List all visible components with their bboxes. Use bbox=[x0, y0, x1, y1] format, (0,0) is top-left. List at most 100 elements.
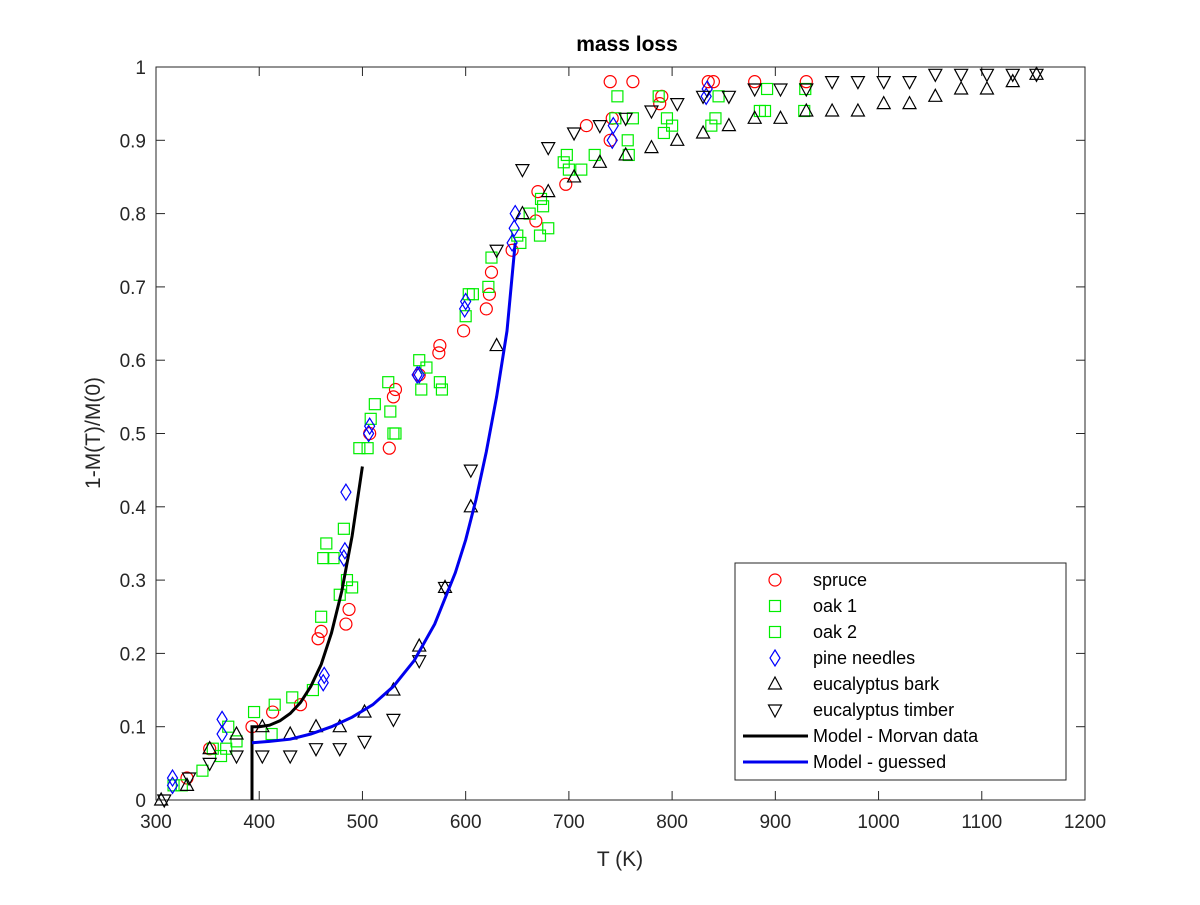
legend-label: oak 1 bbox=[813, 596, 857, 616]
data-point bbox=[220, 742, 233, 755]
legend-label: oak 2 bbox=[813, 622, 857, 642]
data-point bbox=[657, 126, 670, 140]
data-point bbox=[384, 405, 397, 418]
data-point bbox=[655, 89, 669, 103]
data-point bbox=[529, 214, 543, 228]
y-tick-label: 0.9 bbox=[120, 131, 146, 152]
data-point bbox=[721, 90, 737, 105]
data-point bbox=[1005, 68, 1021, 83]
data-point bbox=[179, 777, 195, 791]
data-point bbox=[433, 338, 447, 353]
data-point bbox=[420, 361, 433, 374]
data-point bbox=[607, 116, 619, 135]
data-point bbox=[247, 705, 261, 719]
data-point bbox=[411, 655, 427, 669]
data-point bbox=[363, 417, 376, 436]
data-point bbox=[712, 90, 725, 103]
data-point bbox=[850, 102, 866, 117]
data-point bbox=[459, 310, 472, 323]
data-point bbox=[559, 177, 573, 191]
legend-label: spruce bbox=[813, 570, 867, 590]
series-spruce bbox=[180, 75, 813, 785]
x-tick-label: 1000 bbox=[857, 812, 899, 833]
y-tick-label: 0.1 bbox=[120, 718, 146, 739]
data-point bbox=[181, 772, 197, 787]
data-point bbox=[592, 120, 608, 134]
legend-label: Model - Morvan data bbox=[813, 726, 979, 746]
data-point bbox=[772, 83, 789, 98]
data-point bbox=[824, 102, 840, 117]
series-oak-2 bbox=[196, 82, 812, 777]
data-point bbox=[432, 346, 446, 360]
data-point bbox=[482, 287, 497, 301]
data-point bbox=[748, 75, 762, 89]
data-point bbox=[318, 666, 330, 685]
model-curve-model-guessed bbox=[251, 242, 517, 745]
data-point bbox=[353, 442, 366, 455]
data-point bbox=[315, 610, 328, 623]
data-point bbox=[166, 776, 179, 795]
legend-marker bbox=[767, 704, 783, 719]
data-point bbox=[592, 154, 608, 168]
data-point bbox=[357, 735, 373, 750]
data-point bbox=[386, 390, 401, 404]
data-point bbox=[266, 705, 280, 719]
data-point bbox=[254, 750, 270, 765]
data-point bbox=[902, 95, 918, 110]
data-point bbox=[566, 168, 582, 183]
legend-entry: spruce bbox=[768, 570, 867, 590]
data-point bbox=[1005, 73, 1021, 88]
series-eucalyptus-timber bbox=[156, 68, 1044, 809]
data-point bbox=[346, 581, 359, 594]
data-point bbox=[1028, 66, 1044, 80]
series-model-morvan-data bbox=[250, 466, 364, 800]
legend-marker bbox=[768, 573, 782, 587]
data-point bbox=[705, 119, 718, 132]
series-oak-1 bbox=[167, 82, 774, 792]
data-point bbox=[506, 233, 518, 253]
data-point bbox=[457, 324, 471, 338]
data-point bbox=[412, 368, 426, 382]
legend: spruce oak 1 oak 2 pine needles eucalyptus b… bbox=[734, 562, 1067, 781]
data-point bbox=[575, 163, 588, 176]
data-point bbox=[364, 412, 377, 425]
data-point bbox=[413, 365, 425, 384]
data-point bbox=[340, 483, 352, 502]
data-point bbox=[540, 142, 556, 156]
data-point bbox=[229, 725, 245, 740]
data-point bbox=[337, 522, 350, 535]
data-point bbox=[603, 75, 617, 89]
x-axis-label: T (K) bbox=[597, 848, 643, 871]
data-point bbox=[706, 75, 721, 89]
data-point bbox=[652, 90, 665, 103]
y-tick-label: 0.3 bbox=[120, 571, 146, 592]
legend-label: eucalyptus timber bbox=[813, 700, 954, 720]
legend-entry: Model - guessed bbox=[743, 752, 946, 772]
x-tick-label: 700 bbox=[553, 812, 585, 833]
data-point bbox=[643, 105, 659, 120]
data-point bbox=[666, 119, 679, 132]
data-point bbox=[314, 624, 328, 639]
x-tick-label: 1200 bbox=[1064, 812, 1106, 833]
legend-label: pine needles bbox=[813, 648, 915, 668]
data-point bbox=[265, 727, 278, 741]
data-point bbox=[320, 537, 333, 550]
data-point bbox=[542, 222, 555, 235]
data-point bbox=[311, 632, 325, 646]
data-point bbox=[824, 76, 840, 90]
data-point bbox=[701, 79, 713, 99]
data-point bbox=[709, 112, 722, 125]
data-point bbox=[643, 139, 659, 154]
legend-box bbox=[734, 562, 1067, 781]
x-tick-label: 900 bbox=[759, 812, 791, 833]
data-point bbox=[509, 204, 521, 223]
data-point bbox=[514, 164, 530, 178]
data-point bbox=[435, 383, 449, 396]
data-point bbox=[669, 98, 685, 112]
y-tick-label: 0.7 bbox=[120, 278, 146, 299]
y-tick-label: 0.4 bbox=[120, 498, 147, 519]
data-point bbox=[293, 698, 308, 712]
data-point bbox=[603, 133, 617, 147]
data-point bbox=[747, 83, 763, 98]
data-point bbox=[626, 75, 640, 89]
